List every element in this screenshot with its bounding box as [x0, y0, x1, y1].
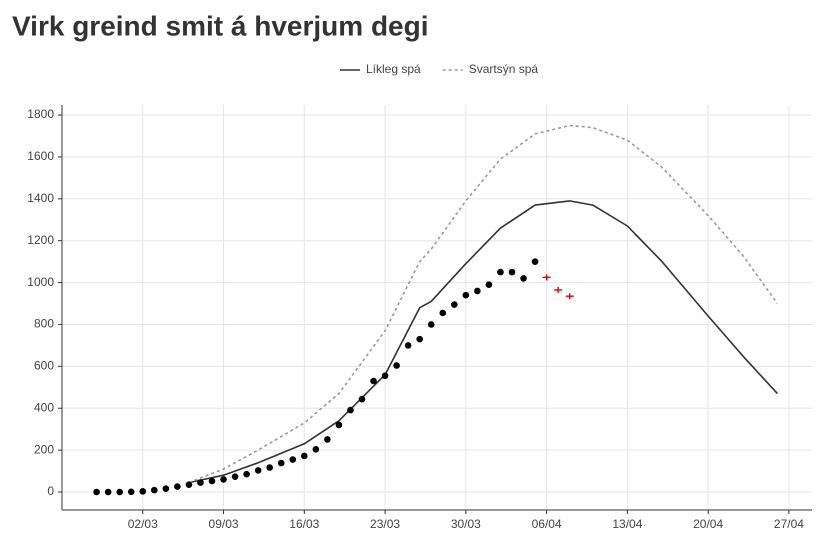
x-tick-label: 13/04 [612, 517, 642, 531]
point [266, 464, 273, 471]
point [208, 477, 216, 485]
point [439, 309, 447, 317]
chart-title: Virk greind smit á hverjum degi [12, 10, 429, 41]
y-tick-label: 1400 [27, 191, 54, 205]
point [243, 470, 250, 478]
legend-label: Líkleg spá [366, 62, 421, 76]
y-tick-label: 1200 [27, 233, 54, 247]
point [416, 335, 423, 343]
x-tick-label: 27/04 [774, 517, 804, 531]
point [393, 362, 400, 369]
point [451, 301, 458, 308]
point [542, 274, 551, 281]
point [381, 372, 389, 380]
point [162, 485, 170, 492]
point [520, 275, 527, 282]
point [462, 291, 470, 299]
point [508, 268, 516, 276]
point [370, 377, 377, 385]
point [220, 476, 227, 483]
point [324, 436, 331, 443]
y-tick-label: 1800 [27, 107, 54, 121]
x-tick-label: 20/04 [693, 517, 723, 531]
point [116, 488, 123, 496]
point [474, 287, 481, 295]
y-tick-label: 0 [47, 484, 54, 498]
x-tick-label: 16/03 [289, 517, 319, 531]
point [531, 258, 539, 265]
point [93, 488, 100, 496]
point [485, 281, 493, 288]
y-tick-label: 800 [34, 317, 54, 331]
point [174, 483, 181, 490]
legend-label: Svartsýn spá [469, 62, 539, 76]
y-tick-label: 200 [34, 442, 54, 456]
point [312, 445, 320, 453]
point [289, 456, 297, 463]
point [554, 286, 563, 293]
point [254, 467, 262, 474]
x-tick-label: 02/03 [128, 517, 158, 531]
x-tick-label: 23/03 [370, 517, 400, 531]
x-tick-label: 06/04 [532, 517, 562, 531]
point [427, 321, 435, 328]
x-tick-label: 30/03 [451, 517, 481, 531]
y-tick-label: 400 [34, 400, 54, 414]
point [358, 395, 366, 403]
x-tick-label: 09/03 [209, 517, 239, 531]
point [347, 406, 354, 414]
point [151, 486, 158, 494]
point [565, 293, 574, 300]
line [188, 200, 778, 484]
point [127, 488, 135, 496]
point [197, 479, 204, 486]
point [231, 473, 239, 481]
point [104, 488, 112, 496]
y-tick-label: 1000 [27, 275, 54, 289]
point [301, 452, 308, 460]
point [185, 481, 193, 488]
point [404, 342, 412, 349]
line [188, 124, 779, 484]
point [277, 459, 285, 467]
point [497, 268, 504, 276]
y-tick-label: 600 [34, 359, 54, 373]
y-tick-label: 1600 [27, 149, 54, 163]
point [139, 488, 147, 495]
point [335, 421, 343, 429]
